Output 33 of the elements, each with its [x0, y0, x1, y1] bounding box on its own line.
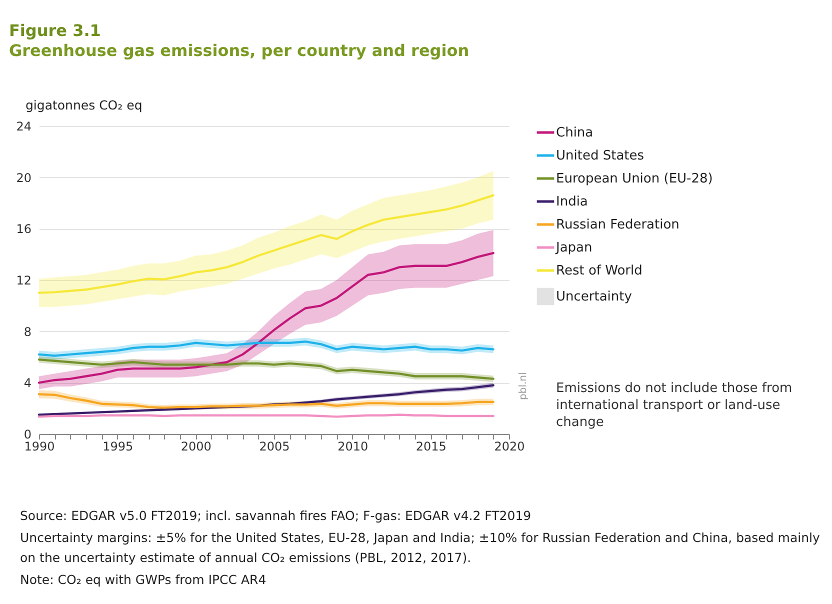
x-tick-label: 2015: [416, 440, 446, 454]
legend-label: India: [556, 194, 588, 210]
legend-label: Russian Federation: [556, 218, 680, 232]
x-tick-label: 1990: [24, 440, 55, 454]
x-tick-label: 2005: [259, 440, 290, 454]
x-tick-label: 2020: [494, 440, 525, 454]
legend-label: United States: [556, 148, 644, 164]
line-series: [38, 252, 494, 384]
y-tick-label: 16: [16, 222, 32, 236]
line-series: [38, 393, 494, 409]
legend-label: Japan: [555, 240, 592, 256]
chart-title: Figure 3.1: [9, 21, 101, 40]
y-tick-label: 0: [24, 428, 32, 442]
line-series: [38, 194, 494, 294]
source-note: Source: EDGAR v5.0 FT2019; incl. savannah fires FAO; F-gas: EDGAR v4.2 FT2019: [20, 507, 532, 525]
y-tick-label: 12: [16, 274, 32, 288]
legend-label: Rest of World: [556, 264, 642, 278]
x-tick-label: 1995: [102, 440, 134, 454]
y-tick-label: 4: [24, 376, 32, 390]
text: Note: CO₂ eq with GWPs from IPCC AR4: [20, 571, 268, 589]
y-tick-label: 20: [16, 170, 32, 185]
y-axis-title: gigatonnes CO₂ eq: [26, 98, 142, 112]
text: Uncertainty: [556, 290, 632, 304]
text: Uncertainty margins: ±5% for the United States, EU-28, Japan and India; ±10% for Russian Federation and China, based mainly on the uncertainty estimate of annual CO₂ emissions (PBL, 2012, 2017).: [20, 529, 821, 567]
legend-label: European Union (EU-28): [556, 172, 713, 186]
y-tick-label: 24: [16, 120, 32, 134]
text: Emissions do not include those from international transport or land-use change: [556, 380, 794, 431]
x-tick-label: 2010: [338, 440, 368, 454]
text: pbl.nl: [518, 372, 529, 400]
x-tick-label: 2000: [180, 440, 212, 454]
legend-label: China: [556, 126, 594, 140]
chart-subtitle: Greenhouse gas emissions, per country and region: [9, 41, 470, 60]
y-tick-label: 8: [24, 324, 32, 339]
